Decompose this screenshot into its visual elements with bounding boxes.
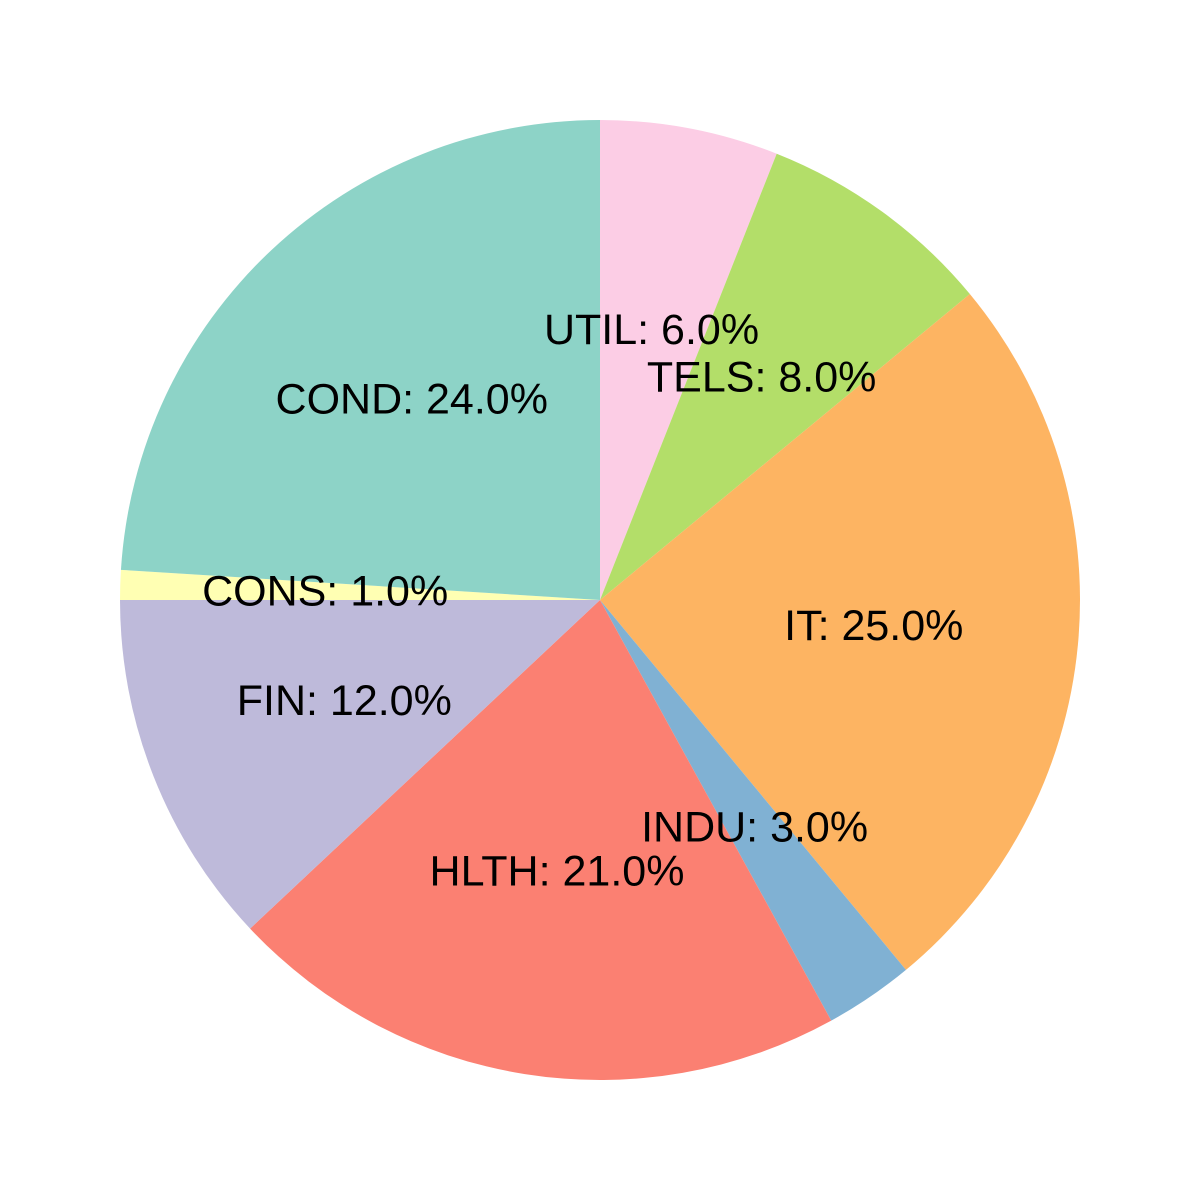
pie-slice-hlth [250,600,832,1080]
pie-slice-it [600,294,1080,970]
pie-slice-util [600,120,777,600]
slice-label-tels: TELS: 8.0% [647,354,876,402]
slice-label-hlth: HLTH: 21.0% [430,848,685,896]
pie-slice-indu [600,600,906,1021]
slice-label-indu: INDU: 3.0% [641,803,868,851]
slice-label-fin: FIN: 12.0% [237,677,452,725]
pie-slice-cond [120,120,600,600]
slice-label-it: IT: 25.0% [784,602,963,650]
pie-slice-fin [120,600,600,929]
pie-slice-tels [600,153,970,601]
pie-slice-cons [120,569,600,600]
labels-layer: UTIL: 6.0%TELS: 8.0% IT: 25.0% INDU: 3.0%H… [202,306,963,896]
slices-layer [120,120,1080,1080]
slice-label-util: UTIL: 6.0% [544,306,759,354]
slice-label-cond: COND: 24.0% [276,376,548,424]
slice-label-cons: CONS: 1.0% [202,567,448,615]
